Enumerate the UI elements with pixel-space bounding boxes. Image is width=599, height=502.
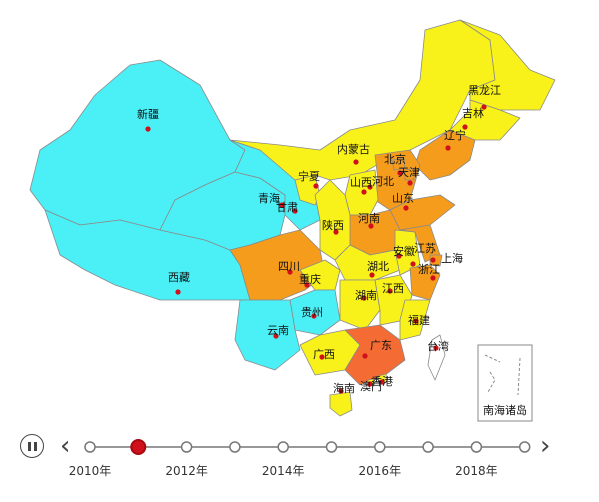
province-marker[interactable]	[362, 353, 368, 359]
province-marker[interactable]	[407, 180, 413, 186]
province-marker[interactable]	[430, 257, 436, 263]
province-label: 江苏	[414, 242, 436, 255]
province-label: 贵州	[301, 306, 323, 319]
province-marker[interactable]	[445, 145, 451, 151]
province-label: 山东	[392, 192, 414, 205]
province-marker[interactable]	[361, 295, 367, 301]
timeline	[84, 439, 531, 455]
timeline-node-selected[interactable]	[130, 439, 147, 455]
province-label: 上海	[441, 251, 463, 265]
province-label: 内蒙古	[337, 142, 370, 156]
province-label: 湖南	[355, 289, 377, 302]
province-marker[interactable]	[313, 183, 319, 189]
chevron-right-icon[interactable]: ›	[540, 431, 551, 461]
timeline-year-label[interactable]: 2014年	[261, 464, 305, 478]
province-marker[interactable]	[367, 184, 373, 190]
province-label: 河南	[358, 212, 380, 225]
province-taiwan[interactable]	[427, 334, 446, 381]
province-label: 新疆	[137, 107, 159, 121]
province-label: 广东	[370, 339, 392, 352]
province-marker[interactable]	[410, 261, 416, 267]
province-marker[interactable]	[333, 229, 339, 235]
province-hainan[interactable]	[329, 391, 353, 417]
province-label: 山西	[350, 176, 372, 189]
timeline-node[interactable]	[518, 441, 531, 453]
province-marker[interactable]	[311, 313, 317, 319]
province-marker[interactable]	[353, 159, 359, 165]
timeline-node[interactable]	[84, 441, 96, 453]
province-label: 陕西	[322, 218, 344, 232]
province-label: 福建	[408, 313, 430, 327]
timeline-year-label[interactable]: 2010年	[68, 464, 112, 478]
timeline-node[interactable]	[470, 441, 483, 453]
pause-icon[interactable]	[20, 434, 44, 458]
timeline-node[interactable]	[277, 441, 289, 453]
province-marker[interactable]	[175, 289, 181, 295]
timeline-node[interactable]	[180, 441, 193, 453]
province-marker[interactable]	[292, 208, 298, 214]
province-yunnan[interactable]	[234, 299, 301, 371]
province-marker[interactable]	[369, 272, 375, 278]
province-marker[interactable]	[287, 269, 293, 275]
province-beijing[interactable]	[391, 157, 406, 171]
province-label: 四川	[278, 260, 300, 273]
province-label: 江西	[382, 282, 404, 295]
timeline-node[interactable]	[422, 441, 434, 453]
province-marker[interactable]	[145, 126, 151, 132]
province-label: 甘肃	[276, 201, 298, 214]
timeline-year-label[interactable]: 2018年	[455, 464, 498, 478]
chevron-left-icon[interactable]: ‹	[60, 431, 71, 461]
province-marker[interactable]	[279, 202, 285, 208]
south-china-sea-inset: 南海诸岛	[477, 344, 533, 422]
province-hunan[interactable]	[339, 279, 381, 331]
province-marker[interactable]	[387, 288, 393, 294]
province-label: 河北	[372, 175, 394, 188]
province-label: 宁夏	[298, 169, 320, 183]
province-label: 重庆	[299, 272, 321, 286]
province-marker[interactable]	[319, 354, 325, 360]
province-label: 安徽	[393, 244, 415, 258]
province-label: 浙江	[418, 263, 440, 276]
province-label: 澳门	[360, 379, 382, 393]
province-marker[interactable]	[361, 189, 367, 195]
timeline-node[interactable]	[229, 441, 241, 453]
province-marker[interactable]	[338, 388, 344, 394]
province-marker[interactable]	[368, 223, 374, 229]
province-marker[interactable]	[413, 318, 419, 324]
province-marker[interactable]	[397, 170, 403, 176]
province-marker[interactable]	[273, 333, 279, 339]
province-label: 黑龙江	[468, 84, 501, 97]
province-label: 广西	[313, 348, 335, 361]
province-marker[interactable]	[367, 381, 373, 387]
province-marker[interactable]	[481, 104, 487, 110]
province-marker[interactable]	[462, 124, 468, 130]
province-label: 吉林	[462, 106, 484, 120]
province-marker[interactable]	[403, 205, 409, 211]
timeline-year-label[interactable]: 2012年	[165, 464, 208, 478]
province-label: 辽宁	[444, 128, 466, 142]
province-zhejiang[interactable]	[409, 264, 441, 301]
province-label: 天津	[398, 166, 420, 179]
province-marker[interactable]	[379, 379, 385, 385]
province-label: 北京	[384, 152, 406, 166]
province-label: 云南	[267, 324, 289, 337]
timeline-node[interactable]	[374, 441, 386, 453]
province-marker[interactable]	[396, 253, 402, 259]
province-chongqing[interactable]	[299, 259, 341, 291]
timeline-node[interactable]	[325, 441, 338, 453]
province-label: 海南	[333, 381, 355, 395]
province-label: 青海	[258, 191, 280, 205]
province-tianjin[interactable]	[404, 167, 415, 181]
province-marker[interactable]	[430, 275, 436, 281]
province-label: 西藏	[168, 271, 190, 284]
province-marker[interactable]	[304, 282, 310, 288]
inset-label: 南海诸岛	[483, 403, 527, 417]
province-label: 湖北	[367, 260, 389, 273]
province-marker[interactable]	[433, 345, 439, 351]
province-label: 香港	[371, 375, 393, 388]
province-label: 台湾	[427, 339, 449, 353]
timeline-year-label[interactable]: 2016年	[358, 464, 402, 478]
